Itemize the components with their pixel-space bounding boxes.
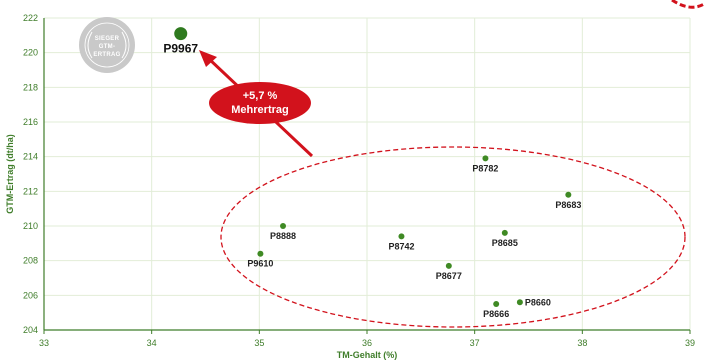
callout-line-1: +5,7 % — [243, 90, 278, 102]
laurel-left-icon — [87, 31, 93, 59]
point-marker — [280, 223, 287, 229]
y-tick-label: 222 — [23, 13, 38, 23]
point-label: P8888 — [270, 231, 296, 241]
laurel-right-icon — [121, 31, 127, 59]
point-marker — [398, 233, 405, 240]
point-p8685: P8685 — [492, 229, 518, 248]
point-marker — [445, 262, 452, 269]
point-marker — [516, 299, 523, 306]
competitor-group-ellipse — [220, 146, 686, 328]
point-marker — [257, 250, 264, 257]
x-axis-title: TM-Gehalt (%) — [337, 350, 398, 360]
mehrertrag-callout: +5,7 % Mehrertrag — [209, 82, 311, 124]
point-p8888: P8888 — [270, 223, 296, 241]
point-label: P8685 — [492, 238, 518, 248]
badge-line-3: ERTRAG — [93, 52, 120, 58]
data-points: P9967 P8782 P8683 P8888 P8742 P8685 P9610 P8677… — [163, 27, 581, 319]
axes — [43, 18, 691, 334]
point-label: P8660 — [525, 297, 551, 307]
y-tick-label: 212 — [23, 186, 38, 196]
y-tick-label: 208 — [23, 256, 38, 266]
y-tick-label: 216 — [23, 117, 38, 127]
point-p8742: P8742 — [388, 233, 414, 251]
x-tick-label: 36 — [362, 338, 372, 348]
x-tick-label: 38 — [577, 338, 587, 348]
point-p8660: P8660 — [516, 297, 551, 307]
y-tick-labels: 204 206 208 210 212 214 216 218 220 222 — [23, 13, 38, 335]
badge-line-1: SIEGER — [95, 36, 120, 42]
point-label: P8683 — [555, 200, 581, 210]
x-tick-label: 33 — [39, 338, 49, 348]
point-p9610: P9610 — [247, 250, 273, 269]
x-tick-label: 37 — [470, 338, 480, 348]
winner-badge: SIEGER GTM- ERTRAG — [79, 17, 135, 73]
point-p8677: P8677 — [436, 262, 462, 281]
corner-accent-mark — [671, 0, 704, 9]
x-tick-label: 35 — [254, 338, 264, 348]
point-p8782: P8782 — [472, 155, 498, 173]
y-tick-label: 204 — [23, 325, 38, 335]
y-tick-label: 206 — [23, 290, 38, 300]
point-label: P8677 — [436, 271, 462, 281]
point-marker — [501, 229, 508, 236]
y-tick-label: 214 — [23, 152, 38, 162]
point-label: P8782 — [472, 163, 498, 173]
point-label: P9967 — [163, 42, 198, 56]
point-label: P9610 — [247, 259, 273, 269]
y-tick-label: 220 — [23, 48, 38, 58]
point-label: P8742 — [388, 241, 414, 251]
point-p8683: P8683 — [555, 191, 581, 210]
grid-lines — [44, 17, 691, 330]
point-marker — [493, 301, 500, 307]
y-axis-title: GTM-Ertrag (dt/ha) — [5, 134, 15, 214]
point-marker — [482, 155, 489, 162]
callout-line-2: Mehrertrag — [231, 104, 288, 116]
point-label: P8666 — [483, 309, 509, 319]
x-tick-label: 39 — [685, 338, 695, 348]
point-p9967: P9967 — [163, 27, 198, 56]
x-tick-labels: 33 34 35 36 37 38 39 — [39, 338, 695, 348]
badge-line-2: GTM- — [99, 44, 116, 50]
x-tick-label: 34 — [147, 338, 157, 348]
y-tick-label: 218 — [23, 82, 38, 92]
point-marker — [565, 191, 572, 198]
point-p8666: P8666 — [483, 301, 509, 319]
y-tick-label: 210 — [23, 221, 38, 231]
point-marker — [174, 27, 188, 41]
